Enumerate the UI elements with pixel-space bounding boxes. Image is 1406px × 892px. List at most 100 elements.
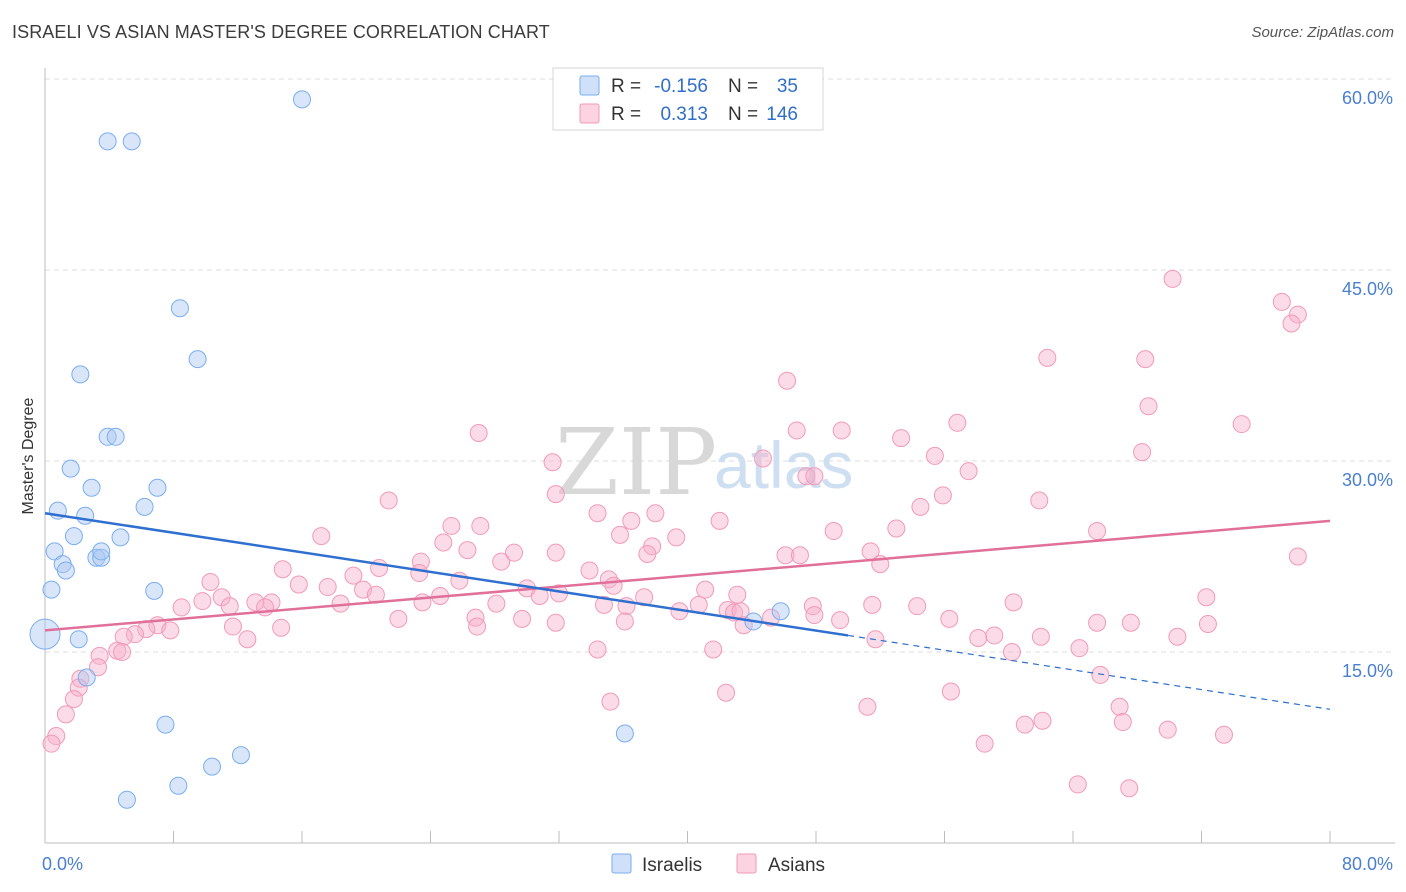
data-point-asians	[125, 625, 144, 644]
data-point-asians	[646, 504, 665, 523]
data-point-asians	[717, 683, 736, 702]
data-point-asians	[959, 462, 978, 481]
data-point-asians	[805, 606, 824, 625]
legend-box: R = -0.156 N = 35 R = 0.313 N = 146	[552, 67, 824, 131]
data-point-asians	[312, 527, 331, 546]
data-point-asians	[492, 552, 511, 571]
data-point-asians	[925, 446, 944, 465]
bottom-legend-label-asians: Asians	[768, 855, 825, 876]
data-point-asians	[1030, 491, 1049, 510]
data-point-asians	[1113, 713, 1132, 732]
data-point-asians	[42, 734, 61, 753]
y-tick-label: 30.0%	[1342, 470, 1393, 490]
data-point-asians	[1288, 305, 1307, 324]
data-point-asians	[611, 525, 630, 544]
data-point-asians	[911, 497, 930, 516]
grid-lines	[45, 78, 1395, 653]
data-point-asians	[1158, 720, 1177, 739]
data-point-asians	[933, 486, 952, 505]
data-point-asians	[710, 511, 729, 530]
data-point-asians	[1214, 725, 1233, 744]
data-point-asians	[1088, 613, 1107, 632]
data-point-asians	[887, 519, 906, 538]
data-point-israelis	[29, 618, 61, 650]
data-point-asians	[975, 734, 994, 753]
data-point-asians	[588, 640, 607, 659]
data-point-israelis	[293, 90, 311, 109]
data-point-israelis	[117, 790, 136, 809]
data-point-asians	[787, 421, 806, 440]
data-point-asians	[466, 608, 485, 627]
data-point-asians	[863, 595, 882, 614]
data-point-asians	[704, 640, 723, 659]
data-point-asians	[272, 618, 291, 637]
data-point-israelis	[231, 746, 250, 765]
data-point-asians	[468, 617, 487, 636]
x-tick-label: 0.0%	[42, 854, 83, 874]
data-point-asians	[64, 690, 83, 709]
data-point-israelis	[92, 542, 111, 561]
data-point-asians	[753, 449, 772, 468]
data-point-asians	[601, 692, 620, 711]
legend-n-label: N =	[728, 76, 758, 97]
data-point-asians	[238, 630, 257, 649]
data-point-asians	[622, 511, 641, 530]
data-point-israelis	[188, 350, 207, 369]
data-point-israelis	[42, 580, 61, 599]
data-point-asians	[892, 429, 911, 448]
watermark: ZIP atlas	[555, 409, 853, 516]
legend-r-label: R =	[611, 104, 641, 125]
data-point-asians	[580, 561, 599, 580]
legend-swatch-israelis	[579, 75, 600, 96]
data-point-asians	[379, 491, 398, 510]
legend-r-value: -0.156	[654, 76, 708, 97]
chart-source: Source: ZipAtlas.com	[1251, 24, 1394, 41]
data-point-asians	[638, 544, 657, 563]
data-point-israelis	[145, 581, 164, 600]
data-point-asians	[604, 576, 623, 595]
data-point-asians	[458, 541, 477, 560]
data-point-asians	[1068, 775, 1087, 794]
data-point-asians	[193, 592, 212, 611]
data-point-asians	[696, 580, 715, 599]
x-tick-label: 80.0%	[1342, 854, 1393, 874]
data-point-asians	[948, 413, 967, 432]
data-point-asians	[1033, 711, 1052, 730]
y-axis-label: Master's Degree	[20, 397, 37, 514]
trend-lines	[44, 511, 1331, 710]
data-point-asians	[513, 609, 532, 628]
data-point-asians	[940, 609, 959, 628]
data-point-asians	[831, 611, 850, 630]
data-point-asians	[790, 546, 809, 565]
data-point-asians	[487, 594, 506, 613]
y-tick-labels: 15.0% 30.0% 45.0% 60.0%	[1342, 88, 1393, 681]
data-point-asians	[543, 453, 562, 472]
data-point-asians	[1272, 292, 1291, 311]
data-point-asians	[442, 516, 461, 535]
data-point-asians	[594, 595, 613, 614]
data-point-asians	[1121, 613, 1140, 632]
bottom-legend: Israelis Asians	[611, 853, 825, 876]
data-point-asians	[546, 543, 565, 562]
data-point-asians	[90, 646, 109, 665]
series-israelis	[29, 90, 790, 809]
data-point-israelis	[64, 527, 83, 546]
data-point-asians	[776, 546, 795, 565]
data-point-israelis	[771, 602, 790, 621]
data-point-asians	[1120, 779, 1139, 798]
data-point-asians	[1282, 314, 1301, 333]
data-point-asians	[505, 543, 524, 562]
data-point-asians	[344, 566, 363, 585]
data-point-israelis	[71, 365, 90, 384]
data-point-israelis	[82, 478, 101, 497]
data-point-asians	[256, 598, 275, 617]
data-point-asians	[635, 588, 654, 607]
data-point-asians	[469, 423, 488, 442]
data-point-asians	[778, 371, 797, 390]
data-point-asians	[546, 485, 565, 504]
data-point-asians	[667, 528, 686, 547]
bottom-legend-swatch-asians	[736, 853, 757, 874]
data-point-asians	[824, 522, 843, 541]
data-point-asians	[1091, 665, 1110, 684]
legend-n-label: N =	[728, 104, 758, 125]
